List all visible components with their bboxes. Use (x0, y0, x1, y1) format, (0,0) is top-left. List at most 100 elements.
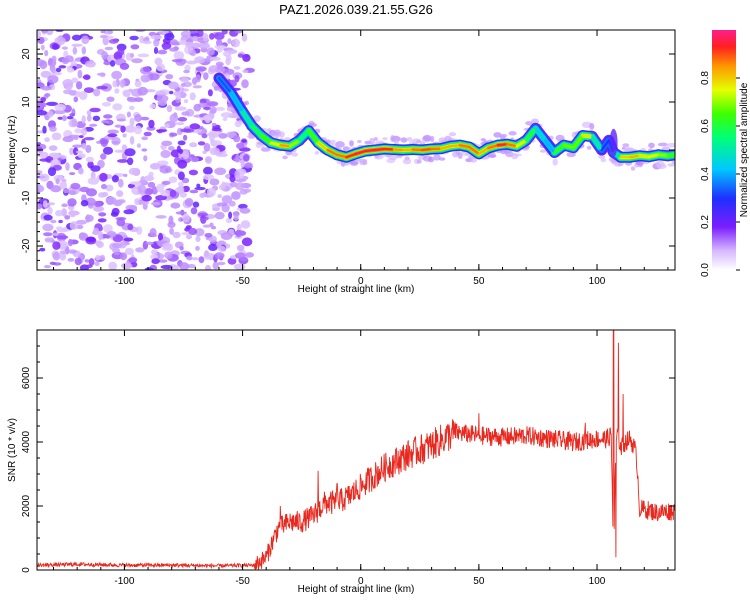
noise-blob (242, 53, 251, 62)
noise-blob (180, 83, 186, 87)
noise-blob (194, 56, 206, 64)
noise-blob (130, 53, 135, 58)
noise-blob (150, 201, 161, 206)
noise-blob (149, 163, 161, 170)
noise-blob (43, 232, 53, 237)
noise-blob (142, 40, 152, 45)
ridge-segment (279, 144, 291, 148)
ridge-segment (666, 153, 675, 157)
ridge-segment (515, 139, 528, 148)
noise-blob (162, 242, 172, 250)
noise-blob (83, 87, 95, 93)
ridge-segment (354, 149, 367, 155)
noise-blob (181, 88, 189, 92)
noise-blob (43, 214, 53, 221)
noise-blob (86, 110, 92, 116)
noise-blob (198, 256, 205, 264)
noise-blob (214, 167, 227, 176)
ridge-halo (666, 142, 675, 148)
noise-blob (187, 264, 196, 269)
noise-blob (203, 106, 212, 110)
noise-blob (168, 215, 174, 225)
ridge-halo (438, 157, 446, 161)
noise-blob (46, 101, 58, 106)
noise-blob (58, 65, 67, 69)
noise-blob (85, 214, 94, 222)
noise-blob (90, 165, 101, 172)
noise-blob (201, 133, 208, 139)
noise-blob (39, 247, 46, 252)
noise-blob (162, 46, 169, 50)
ridge-halo (217, 63, 224, 70)
noise-blob (73, 136, 79, 140)
noise-blob (38, 102, 47, 108)
noise-blob (37, 30, 42, 38)
ridge-segment (345, 152, 358, 159)
noise-blob (175, 93, 181, 100)
noise-blob (135, 247, 145, 253)
noise-blob (169, 113, 179, 123)
noise-blob (92, 115, 101, 122)
noise-blob (208, 243, 218, 251)
noise-blobs (37, 30, 255, 270)
ridge-halo (493, 132, 502, 138)
noise-blob (96, 72, 106, 76)
noise-blob (69, 147, 74, 155)
ridge-segment (638, 154, 651, 158)
noise-blob (233, 135, 241, 143)
noise-blob (153, 39, 160, 47)
ridge-halo (501, 133, 508, 138)
noise-blob (55, 226, 63, 230)
figure-title: PAZ1.2026.039.21.55.G26 (279, 2, 433, 17)
noise-blob (169, 47, 179, 52)
noise-blob (69, 172, 76, 176)
noise-blob (241, 139, 247, 143)
ridge-segment (364, 148, 376, 153)
noise-blob (169, 90, 174, 95)
noise-blob (126, 157, 134, 166)
noise-blob (119, 62, 130, 70)
noise-blob (136, 143, 141, 148)
noise-blob (234, 170, 240, 179)
noise-blob (128, 167, 139, 175)
noise-blob (214, 106, 226, 111)
noise-blob (175, 211, 187, 215)
noise-blob (168, 146, 175, 151)
noise-blob (53, 109, 66, 115)
ridge-halo (349, 140, 354, 147)
ridge-halo (416, 139, 421, 144)
noise-blob (42, 200, 48, 208)
noise-blob (181, 232, 191, 236)
noise-blob (208, 235, 217, 243)
y-tick-label: -20 (21, 238, 32, 253)
noise-blob (151, 258, 160, 265)
ridge-halo (427, 156, 435, 163)
noise-blob (234, 30, 243, 34)
noise-blob (103, 224, 113, 233)
noise-blob (184, 41, 196, 49)
noise-blob (210, 225, 217, 230)
ridge-segment (468, 146, 480, 155)
noise-blob (197, 213, 209, 217)
noise-blob (100, 153, 107, 160)
y-tick-label: 2000 (21, 494, 32, 517)
noise-blob (227, 38, 232, 44)
noise-blob (75, 91, 82, 97)
ridge-halo (667, 163, 675, 167)
noise-blob (122, 133, 127, 138)
noise-blob (124, 125, 137, 133)
noise-blob (180, 77, 189, 83)
noise-blob (143, 155, 148, 162)
ridge-segment (373, 147, 386, 152)
noise-blob (58, 242, 67, 251)
noise-blob (98, 225, 103, 232)
noise-blob (55, 210, 63, 217)
snr-background (37, 330, 675, 570)
noise-blob (165, 74, 174, 80)
noise-blob (82, 75, 91, 80)
noise-blob (203, 166, 213, 175)
y-tick-label: -10 (21, 190, 32, 205)
spectrogram-x-label: Height of straight line (km) (298, 284, 415, 295)
noise-blob (227, 257, 237, 265)
spectrogram-x-axis: -100 -50 0 50 100 (53, 30, 669, 287)
